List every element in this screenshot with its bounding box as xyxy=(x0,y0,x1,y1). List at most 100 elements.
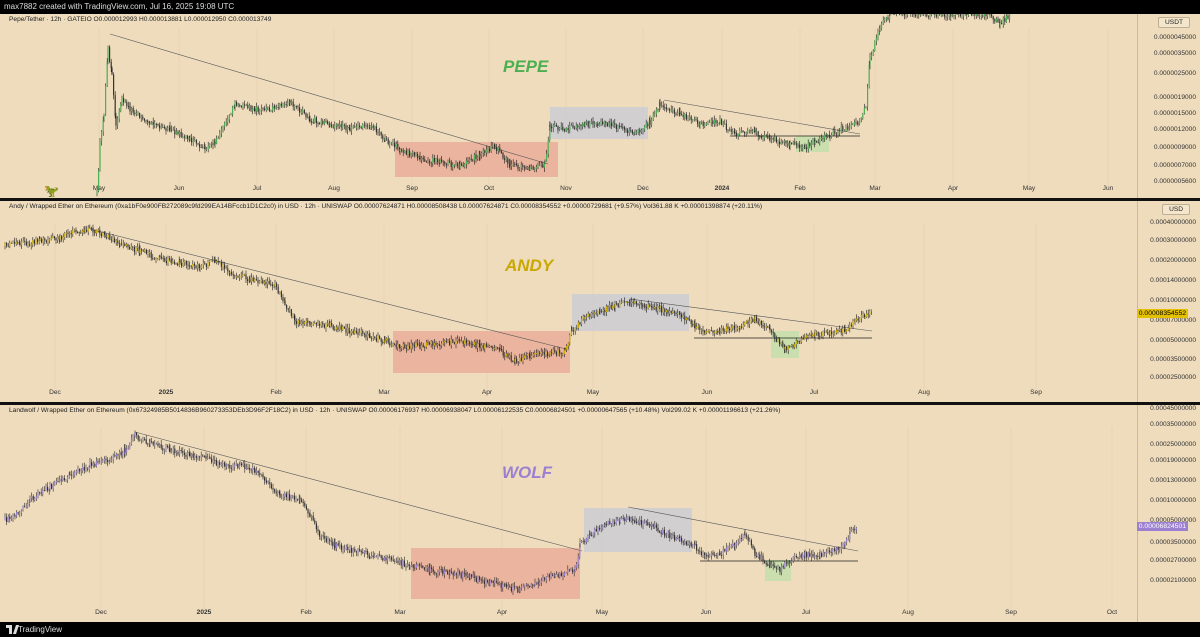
candle-body xyxy=(652,306,654,309)
candle-body xyxy=(597,527,599,532)
x-tick-label: Sep xyxy=(406,185,418,192)
candle-body xyxy=(389,342,391,346)
candle-body xyxy=(225,121,227,123)
pane-separator[interactable] xyxy=(0,402,1200,405)
candle-body xyxy=(61,236,63,240)
candle-body xyxy=(383,557,385,561)
pepe-chart-panel[interactable]: Pepe/Tether · 12h · GATEIO O0.000012993 … xyxy=(0,14,1200,198)
wolf-chart-canvas[interactable] xyxy=(0,405,1200,622)
candle-body xyxy=(1001,22,1003,24)
pepe-price-axis[interactable]: USDT 0.0000045000 0.0000035000 0.000002500… xyxy=(1137,14,1200,198)
candle-body xyxy=(295,106,297,107)
candle-body xyxy=(216,138,218,144)
candle-body xyxy=(657,527,659,532)
candle-body xyxy=(802,147,804,149)
candle-body xyxy=(550,574,552,577)
candle-body xyxy=(260,108,262,111)
candle-body xyxy=(449,160,451,162)
candle-body xyxy=(794,556,796,558)
candle-body xyxy=(220,262,222,267)
footer-brand[interactable]: TradingView xyxy=(18,625,63,634)
candle-body xyxy=(174,448,176,454)
candle-body xyxy=(710,120,712,123)
candle-body xyxy=(586,316,588,318)
wolf-price-axis[interactable]: 0.00045000000 0.00035000000 0.00025000000 0… xyxy=(1136,405,1200,622)
candle-body xyxy=(832,333,834,335)
andy-chart-panel[interactable]: Andy / Wrapped Ether on Ethereum (0xa1bF… xyxy=(0,201,1200,402)
candle-body xyxy=(547,574,549,577)
candle-body xyxy=(907,14,909,16)
candle-body xyxy=(276,283,278,288)
candle-body xyxy=(881,23,883,29)
candle-body xyxy=(469,574,471,578)
candle-body xyxy=(15,242,17,244)
candle-body xyxy=(262,280,264,284)
candle-body xyxy=(533,585,535,587)
candle-body xyxy=(531,355,533,358)
candle-body xyxy=(434,571,436,574)
candle-body xyxy=(771,138,773,140)
candle-body xyxy=(130,246,132,249)
wolf-chart-panel[interactable]: Landwolf / Wrapped Ether on Ethereum (0x… xyxy=(0,405,1200,622)
pepe-currency-button[interactable]: USDT xyxy=(1158,17,1190,28)
candle-body xyxy=(314,520,316,524)
candle-body xyxy=(182,450,184,453)
pane-separator[interactable] xyxy=(0,198,1200,201)
candle-body xyxy=(112,238,114,240)
candle-body xyxy=(913,14,915,15)
candle-body xyxy=(562,126,564,130)
candle-body xyxy=(797,144,799,146)
candle-body xyxy=(825,331,827,333)
candle-body xyxy=(41,238,43,243)
candle-body xyxy=(189,452,191,457)
candle-body xyxy=(654,307,656,309)
candle-body xyxy=(727,129,729,131)
candle-body xyxy=(555,352,557,355)
andy-price-axis[interactable]: USD 0.00040000000 0.00030000000 0.00020000… xyxy=(1136,201,1200,402)
candle-body xyxy=(846,330,848,332)
candle-body xyxy=(224,264,226,269)
candle-body xyxy=(654,524,656,527)
candle-body xyxy=(290,309,292,316)
candle-body xyxy=(527,167,529,169)
candle-body xyxy=(652,115,654,120)
candle-body xyxy=(804,147,806,149)
candle-body xyxy=(609,122,611,125)
candle-body xyxy=(462,165,464,167)
candle-body xyxy=(153,258,155,260)
candle-body xyxy=(979,15,981,17)
candle-body xyxy=(857,123,859,125)
candle-body xyxy=(96,191,98,194)
candle-body xyxy=(86,229,88,232)
candle-body xyxy=(284,300,286,306)
candle-body xyxy=(325,323,327,328)
candle-body xyxy=(664,107,666,109)
andy-currency-button[interactable]: USD xyxy=(1162,204,1190,215)
candle-body xyxy=(745,132,747,134)
candle-body xyxy=(667,109,669,111)
candle-body xyxy=(669,109,671,111)
candle-body xyxy=(528,353,530,355)
candle-body xyxy=(774,565,776,568)
candle-body xyxy=(67,477,69,481)
candle-body xyxy=(742,130,744,133)
y-tick-label: 0.00014000000 xyxy=(1150,277,1196,284)
candle-body xyxy=(730,545,732,547)
candle-body xyxy=(117,118,119,126)
candle-body xyxy=(84,229,86,232)
candle-body xyxy=(800,147,802,149)
candle-body xyxy=(50,238,52,240)
pepe-chart-canvas[interactable] xyxy=(0,14,1200,198)
candle-body xyxy=(340,124,342,128)
candle-body xyxy=(762,137,764,139)
candle-body xyxy=(419,343,421,349)
candle-body xyxy=(321,535,323,537)
candle-body xyxy=(842,544,844,546)
candle-body xyxy=(620,302,622,304)
candle-body xyxy=(360,127,362,129)
candle-body xyxy=(415,154,417,156)
candle-body xyxy=(99,141,101,171)
candle-body xyxy=(274,489,276,492)
candle-body xyxy=(602,310,604,312)
andy-chart-canvas[interactable] xyxy=(0,201,1200,402)
